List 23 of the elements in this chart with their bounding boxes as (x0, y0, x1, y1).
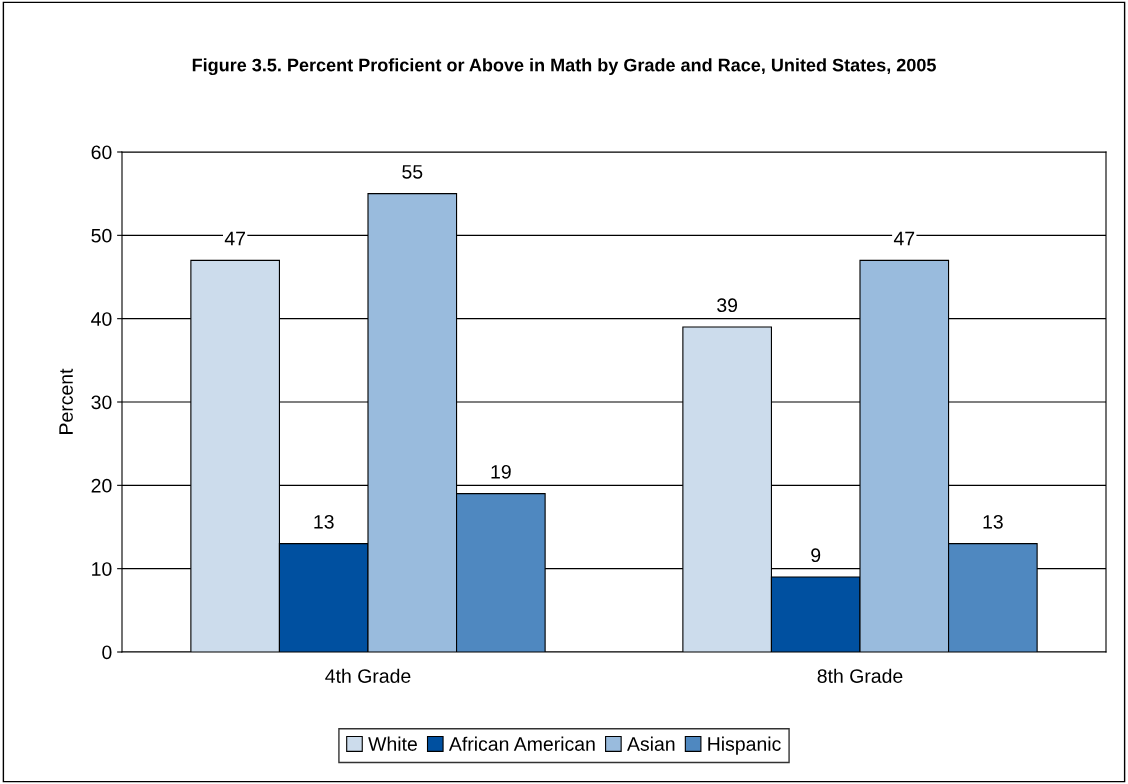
data-label: 47 (224, 231, 245, 246)
legend-label: White (368, 736, 417, 751)
y-tick-label: 30 (91, 395, 112, 410)
x-tick-label: 4th Grade (325, 668, 411, 683)
y-tick-label: 0 (102, 645, 112, 660)
y-tick-label: 50 (91, 228, 112, 243)
data-label: 47 (893, 231, 915, 246)
legend-label: Hispanic (708, 736, 781, 755)
data-label: 19 (491, 464, 511, 479)
y-tick-label: 60 (91, 145, 112, 160)
y-tick-label: 40 (91, 312, 112, 326)
y-axis-title: Percent (59, 368, 73, 434)
y-tick-label: 20 (91, 478, 112, 493)
data-label: 13 (983, 514, 1003, 529)
chart-title: Figure 3.5. Percent Proficient or Above in Math by Grade and Race, United States, 2005 (192, 58, 936, 76)
data-label: 39 (717, 298, 738, 313)
legend-label: African American (448, 736, 595, 751)
data-label: 9 (811, 548, 821, 563)
data-label: 13 (314, 514, 334, 529)
y-tick-label: 10 (92, 562, 112, 576)
x-tick-label: 8th Grade (817, 668, 903, 683)
data-label: 55 (402, 165, 423, 179)
legend-label: Asian (627, 736, 675, 751)
